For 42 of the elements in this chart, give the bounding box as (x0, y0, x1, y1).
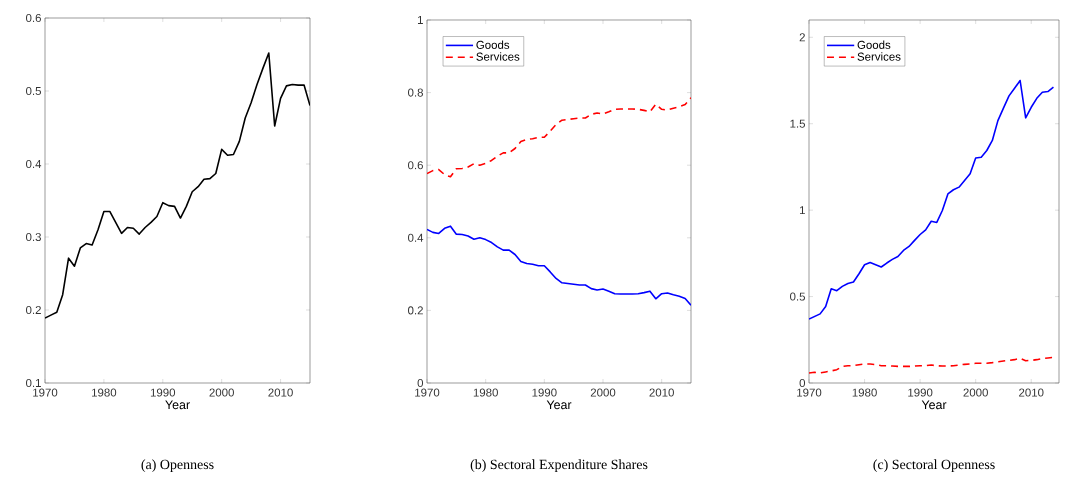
y-tick-label: 1 (799, 206, 805, 215)
x-tick-label: 1990 (532, 388, 557, 397)
text: (b) Sectoral Expenditure Shares (470, 459, 648, 472)
x-tick-label: 2010 (1019, 388, 1044, 397)
x-tick-label: 2000 (590, 388, 616, 397)
x-axis-title: Year (921, 400, 947, 410)
y-tick-label: 0.2 (408, 306, 423, 315)
y-tick-label: 2 (799, 33, 805, 42)
text: (a) Openness (141, 459, 214, 472)
x-tick-label: 1970 (415, 388, 440, 397)
y-tick-label: 0.4 (26, 159, 42, 169)
y-tick-label: 0 (799, 378, 806, 388)
x-tick-label: 1970 (33, 388, 58, 397)
text: (c) Sectoral Openness (873, 459, 995, 472)
x-tick-label: 2000 (209, 388, 234, 397)
legend-label: Goods (857, 40, 891, 49)
y-tick-label: 0.2 (26, 305, 41, 315)
y-tick-label: 1.5 (790, 119, 806, 128)
y-tick-label: 1 (417, 16, 423, 24)
y-tick-label: 0.3 (26, 232, 41, 242)
y-tick-label: 0.1 (26, 378, 41, 388)
y-tick-label: 0.4 (408, 233, 424, 242)
y-tick-label: 0 (417, 378, 424, 388)
y-tick-label: 0.8 (408, 88, 423, 97)
y-tick-label: 0.6 (26, 13, 41, 23)
x-tick-label: 1980 (92, 388, 117, 397)
x-tick-label: 2000 (963, 388, 988, 397)
x-axis-title: Year (546, 400, 572, 410)
x-tick-label: 1990 (150, 388, 176, 397)
x-tick-label: 2010 (649, 388, 674, 397)
legend-label: Services (857, 52, 901, 61)
x-tick-label: 1980 (852, 388, 877, 397)
x-axis-title: Year (165, 400, 190, 410)
legend-label: Services (476, 52, 520, 61)
x-tick-label: 2010 (268, 388, 293, 397)
legend-label: Goods (476, 40, 510, 49)
x-tick-label: 1980 (473, 388, 498, 397)
x-tick-label: 1990 (908, 388, 933, 397)
y-tick-label: 0.6 (408, 161, 423, 170)
x-tick-label: 1970 (797, 388, 822, 397)
y-tick-label: 0.5 (790, 292, 806, 301)
y-tick-label: 0.5 (26, 86, 41, 96)
